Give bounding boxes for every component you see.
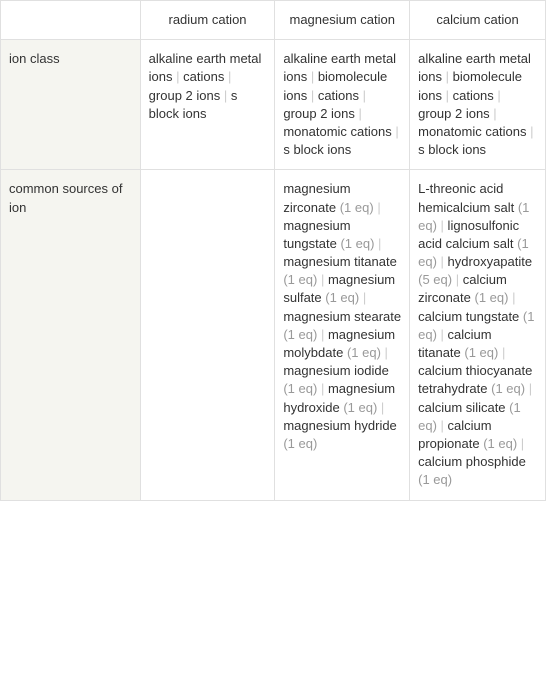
common-sources-calcium: L-threonic acid hemicalcium salt (1 eq) … — [410, 170, 546, 500]
common-sources-label: common sources of ion — [1, 170, 141, 500]
ion-class-calcium: alkaline earth metal ions | biomolecule … — [410, 40, 546, 170]
common-sources-row: common sources of ion magnesium zirconat… — [1, 170, 546, 500]
header-calcium: calcium cation — [410, 1, 546, 40]
ion-class-radium: alkaline earth metal ions | cations | gr… — [140, 40, 275, 170]
header-magnesium: magnesium cation — [275, 1, 410, 40]
ion-class-label: ion class — [1, 40, 141, 170]
common-sources-radium — [140, 170, 275, 500]
ion-class-row: ion class alkaline earth metal ions | ca… — [1, 40, 546, 170]
chemistry-table: radium cation magnesium cation calcium c… — [0, 0, 546, 501]
common-sources-magnesium: magnesium zirconate (1 eq) | magnesium t… — [275, 170, 410, 500]
ion-class-magnesium: alkaline earth metal ions | biomolecule … — [275, 40, 410, 170]
header-row: radium cation magnesium cation calcium c… — [1, 1, 546, 40]
header-radium: radium cation — [140, 1, 275, 40]
header-empty — [1, 1, 141, 40]
